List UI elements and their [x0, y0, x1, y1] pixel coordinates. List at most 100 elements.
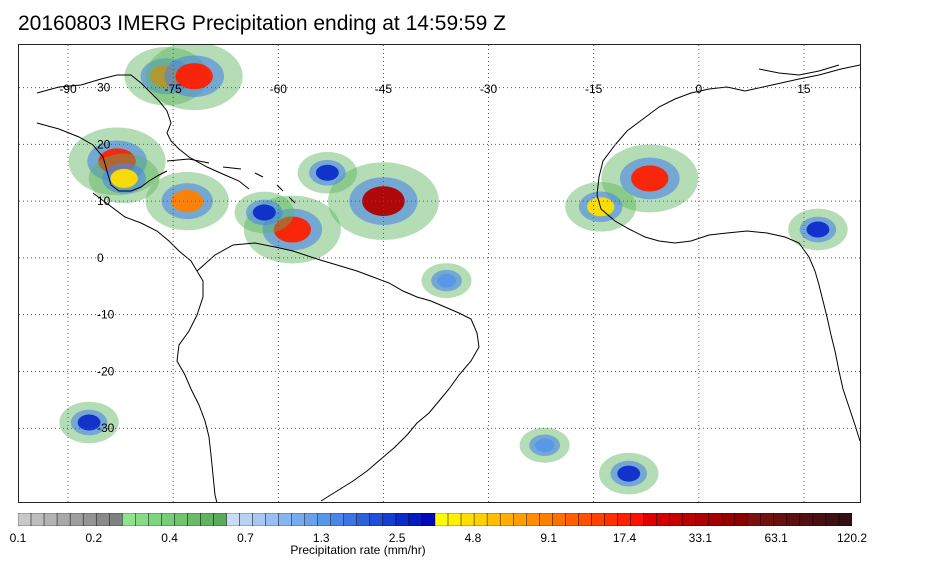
colorbar-swatch [56, 513, 71, 526]
colorbar-label: 0.7 [237, 531, 254, 545]
precipitation-cell [617, 465, 641, 482]
longitude-label: -30 [480, 82, 498, 96]
longitude-label: -90 [59, 82, 77, 96]
coastline-africa [596, 64, 860, 442]
graticule [19, 45, 860, 502]
colorbar-swatch [343, 513, 358, 526]
colorbar-swatch [773, 513, 788, 526]
colorbar-swatch [734, 513, 748, 526]
colorbar-swatch [395, 513, 410, 526]
coastline-south-america [176, 242, 480, 502]
longitude-label: -15 [585, 82, 603, 96]
coastline-gulf-of-mexico [36, 122, 168, 192]
coastline-mediterranean [758, 64, 840, 76]
colorbar-label: 2.5 [388, 531, 406, 545]
colorbar-label: 63.1 [764, 531, 788, 545]
precipitation-cell [806, 221, 830, 238]
longitude-label: 15 [797, 82, 811, 96]
colorbar-swatch [356, 513, 371, 526]
colorbar-swatch [317, 513, 331, 526]
colorbar-swatch [95, 513, 110, 526]
coastlines [36, 64, 860, 502]
colorbar-swatch [656, 513, 670, 526]
latitude-label: -30 [97, 421, 115, 435]
colorbar-swatch [552, 513, 566, 526]
colorbar-swatch [473, 513, 488, 526]
colorbar-swatch [382, 513, 397, 526]
colorbar [18, 513, 852, 526]
colorbar-swatch [591, 513, 605, 526]
latitude-label: 20 [97, 137, 111, 151]
colorbar-label: 1.3 [312, 531, 330, 545]
latitude-label: -10 [97, 308, 115, 322]
graticule-labels: -90 -75 -60 -45 -30 -15 0 15 30 20 10 0 -10 -20 -30 [59, 81, 811, 436]
colorbar-label: 9.1 [540, 531, 558, 545]
longitude-label: -75 [165, 82, 183, 96]
colorbar-swatch [122, 513, 136, 526]
colorbar-swatch [278, 513, 292, 526]
colorbar-swatch [786, 513, 801, 526]
precipitation-map: -90 -75 -60 -45 -30 -15 0 15 30 20 10 0 -10 -20 -30 [18, 44, 861, 503]
colorbar-swatch [135, 513, 149, 526]
precipitation-cell [535, 438, 555, 452]
colorbar-swatch [174, 513, 188, 526]
colorbar-swatch [682, 513, 696, 526]
colorbar-swatch [161, 513, 175, 526]
colorbar-swatch [434, 513, 449, 526]
map-canvas: -90 -75 -60 -45 -30 -15 0 15 30 20 10 0 -10 -20 -30 [19, 45, 860, 502]
precipitation-cell [436, 273, 457, 288]
colorbar-swatch [304, 513, 318, 526]
colorbar-swatch [825, 513, 840, 526]
colorbar-swatch [578, 513, 592, 526]
longitude-label: -45 [375, 82, 393, 96]
map-title: 20160803 IMERG Precipitation ending at 1… [18, 12, 506, 35]
colorbar-swatch [760, 513, 775, 526]
colorbar-swatch [226, 513, 240, 526]
precipitation-cell [631, 165, 669, 192]
colorbar-swatch [330, 513, 344, 526]
colorbar-swatch [148, 513, 162, 526]
latitude-label: -20 [97, 364, 115, 378]
latitude-label: 10 [97, 194, 111, 208]
colorbar-swatch [200, 513, 214, 526]
colorbar-swatch [460, 513, 475, 526]
colorbar-swatch [565, 513, 579, 526]
colorbar-swatch [213, 513, 227, 526]
colorbar-label: 120.2 [836, 531, 868, 545]
colorbar-swatch [747, 513, 761, 526]
colorbar-swatch [109, 513, 123, 526]
colorbar-swatch [69, 513, 84, 526]
colorbar-swatch [369, 513, 384, 526]
colorbar-swatch [447, 513, 462, 526]
colorbar-label: 0.2 [85, 531, 103, 545]
colorbar-swatch [239, 513, 253, 526]
colorbar-swatch [539, 513, 553, 526]
colorbar-swatch [486, 513, 501, 526]
latitude-label: 0 [97, 251, 104, 265]
precipitation-layer [59, 45, 848, 495]
coastline-north-america [36, 74, 250, 190]
latitude-label: 30 [97, 81, 111, 95]
colorbar-swatch [838, 513, 852, 526]
colorbar-swatch [43, 513, 58, 526]
colorbar-swatch [421, 513, 436, 526]
colorbar-swatch [252, 513, 266, 526]
colorbar-swatch [669, 513, 683, 526]
colorbar-label: 0.1 [9, 531, 27, 545]
precipitation-cell [315, 164, 339, 181]
colorbar-swatch [643, 513, 657, 526]
precipitation-cell [273, 216, 311, 243]
colorbar-label: 33.1 [688, 531, 713, 545]
colorbar-label: 0.4 [161, 531, 178, 545]
colorbar-swatch [812, 513, 827, 526]
colorbar-swatch [721, 513, 735, 526]
colorbar-swatch [18, 513, 32, 526]
colorbar-swatch [187, 513, 201, 526]
colorbar-swatch [617, 513, 631, 526]
longitude-label: -60 [270, 82, 288, 96]
colorbar-label: 4.8 [464, 531, 482, 545]
colorbar-label: 17.4 [612, 531, 637, 545]
colorbar-swatch [265, 513, 279, 526]
colorbar-swatch [499, 513, 514, 526]
colorbar-swatch [799, 513, 814, 526]
